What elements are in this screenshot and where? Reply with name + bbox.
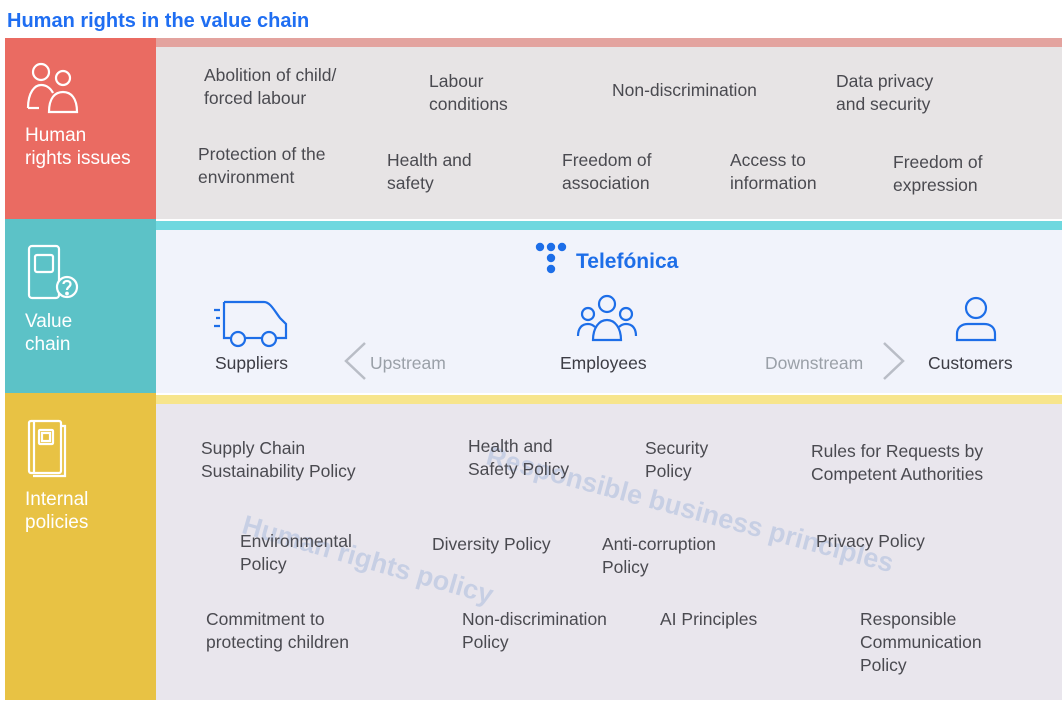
policy-item: Commitment to protecting children: [206, 609, 349, 652]
chain-label: Value chain: [25, 311, 73, 355]
chain-stripe: [156, 221, 1062, 230]
policy-item: Security Policy: [645, 438, 709, 481]
downstream-label: Downstream: [765, 353, 864, 373]
people-icon: [26, 62, 79, 114]
policies-panel: [156, 404, 1062, 700]
issue-item: Labour conditions: [429, 71, 508, 114]
policy-item: AI Principles: [660, 609, 758, 629]
telefonica-logo-icon: [535, 242, 567, 274]
issue-item: Freedom of expression: [893, 152, 983, 195]
issues-label: Human rights issues: [25, 125, 131, 169]
chevron-right-icon: [883, 342, 905, 380]
issues-panel: [156, 47, 1062, 219]
policy-item: Environmental Policy: [240, 531, 352, 574]
delivery-van-icon: [214, 300, 288, 348]
customers-label: Customers: [928, 353, 1013, 373]
page-title: Human rights in the value chain: [7, 10, 310, 32]
suppliers-label: Suppliers: [215, 353, 288, 373]
employees-group-icon: [576, 294, 638, 342]
issue-item: Access to information: [730, 150, 817, 193]
brand-name: Telefónica: [576, 250, 679, 273]
issue-item: Abolition of child/ forced labour: [204, 65, 337, 108]
policies-label: Internal policies: [25, 489, 89, 533]
issue-item: Freedom of association: [562, 150, 652, 193]
chain-band-label-panel: Value chain: [5, 219, 156, 393]
policy-item: Anti-corruption Policy: [602, 534, 716, 577]
policy-item: Non-discrimination Policy: [462, 609, 607, 652]
book-icon: [27, 419, 67, 478]
upstream-label: Upstream: [370, 353, 446, 373]
policy-item: Rules for Requests by Competent Authorit…: [811, 441, 984, 484]
policies-stripe: [156, 395, 1062, 404]
policy-item: Diversity Policy: [432, 534, 551, 554]
issue-item: Data privacy and security: [836, 71, 934, 114]
document-question-icon: [27, 244, 79, 300]
issue-item: Non-discrimination: [612, 80, 757, 100]
policy-item: Supply Chain Sustainability Policy: [201, 438, 356, 481]
employees-label: Employees: [560, 353, 647, 373]
issues-stripe: [156, 38, 1062, 47]
customer-person-icon: [955, 296, 997, 342]
policy-item: Privacy Policy: [816, 531, 925, 551]
issues-band-label-panel: Human rights issues: [5, 38, 156, 219]
policies-band-label-panel: Internal policies: [5, 393, 156, 700]
policy-item: Responsible Communication Policy: [860, 609, 982, 675]
issue-item: Protection of the environment: [198, 144, 326, 187]
chevron-left-icon: [344, 342, 366, 380]
issue-item: Health and safety: [387, 150, 472, 193]
policy-item: Health and Safety Policy: [468, 436, 570, 479]
